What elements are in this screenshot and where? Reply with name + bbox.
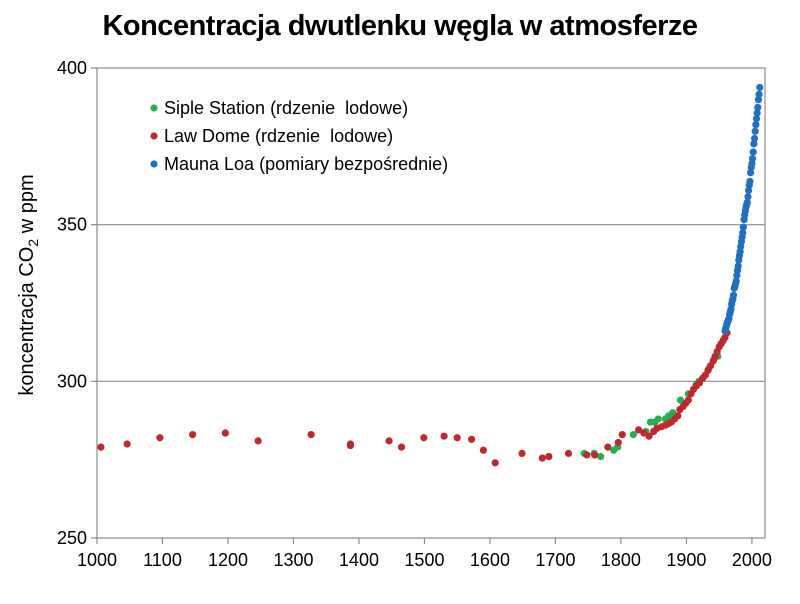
y-tick-label-300: 300 xyxy=(57,371,87,391)
data-point-s2-27 xyxy=(635,426,643,434)
data-point-s3-52 xyxy=(754,96,763,104)
data-point-s2-23 xyxy=(591,451,599,459)
data-point-s2-15 xyxy=(468,435,476,443)
data-point-s2-17 xyxy=(491,459,499,467)
data-point-s2-25 xyxy=(614,438,622,447)
data-point-s3-50 xyxy=(753,109,761,117)
data-point-s3-40 xyxy=(746,169,755,177)
y-tick-label-250: 250 xyxy=(57,528,87,548)
data-point-s1-3 xyxy=(597,452,605,461)
data-point-s2-41 xyxy=(684,396,692,404)
x-tick-label-1200: 1200 xyxy=(208,550,248,570)
x-tick-label-1900: 1900 xyxy=(666,550,706,570)
data-point-s2-28 xyxy=(640,429,648,437)
data-point-s3-53 xyxy=(755,90,763,98)
data-point-s3-18 xyxy=(732,277,740,285)
data-point-s1-10 xyxy=(654,415,662,423)
legend-marker-3 xyxy=(150,160,158,168)
x-tick-label-1400: 1400 xyxy=(339,550,379,570)
data-point-s3-44 xyxy=(749,148,757,156)
data-point-s2-4 xyxy=(189,431,197,439)
y-axis-label: koncentracja CO2 w ppm xyxy=(16,174,41,395)
plot-border xyxy=(96,67,766,539)
data-point-s1-14 xyxy=(676,396,685,404)
data-point-s3-48 xyxy=(752,121,760,129)
data-point-s2-24 xyxy=(604,443,612,451)
data-point-s2-26 xyxy=(618,431,626,439)
series-2 xyxy=(97,329,731,467)
data-point-s3-29 xyxy=(739,223,747,231)
y-tick-label-350: 350 xyxy=(57,215,87,235)
data-point-s2-20 xyxy=(545,452,553,461)
data-point-s3-14 xyxy=(729,291,738,299)
legend-label-1: Siple Station (rdzenie lodowe) xyxy=(164,98,408,118)
data-point-s2-14 xyxy=(453,434,461,442)
data-point-s3-49 xyxy=(752,115,761,123)
data-point-s3-51 xyxy=(754,103,762,112)
data-point-s3-21 xyxy=(734,262,742,270)
chart-title: Koncentracja dwutlenku węgla w atmosferz… xyxy=(102,10,698,42)
data-point-s2-16 xyxy=(479,446,487,454)
data-point-s2-21 xyxy=(564,449,573,457)
legend-label-2: Law Dome (rdzenie lodowe) xyxy=(164,126,393,146)
data-point-s1-6 xyxy=(629,431,637,439)
data-point-s2-6 xyxy=(254,437,262,445)
x-tick-label-1600: 1600 xyxy=(470,550,510,570)
data-point-s2-13 xyxy=(440,432,448,440)
y-axis-label-suffix: w ppm xyxy=(16,174,38,238)
data-point-s3-36 xyxy=(744,193,752,201)
data-point-s3-39 xyxy=(746,177,754,186)
data-point-s2-1 xyxy=(97,443,105,451)
data-point-s2-12 xyxy=(420,434,428,442)
data-point-s2-9 xyxy=(346,441,355,450)
legend-marker-2 xyxy=(150,132,158,140)
data-point-s2-22 xyxy=(583,451,591,459)
series-3 xyxy=(721,83,764,335)
data-point-s3-35 xyxy=(743,198,751,207)
data-point-s3-45 xyxy=(750,140,758,148)
data-point-s2-19 xyxy=(538,454,546,462)
legend-marker-1 xyxy=(150,104,158,112)
x-tick-label-2000: 2000 xyxy=(732,550,772,570)
y-axis-label-prefix: koncentracja CO xyxy=(16,247,38,396)
data-points xyxy=(97,83,764,467)
data-point-s2-2 xyxy=(123,440,131,448)
x-tick-label-1500: 1500 xyxy=(404,550,444,570)
data-point-s2-10 xyxy=(385,437,393,445)
data-point-s2-7 xyxy=(307,431,315,439)
data-point-s2-5 xyxy=(221,429,229,437)
plot-area xyxy=(96,67,766,539)
data-point-s3-46 xyxy=(750,134,759,143)
data-point-s1-13 xyxy=(669,409,677,417)
x-tick-label-1800: 1800 xyxy=(601,550,641,570)
data-point-s3-54 xyxy=(756,83,764,92)
data-point-s3-28 xyxy=(739,229,747,237)
x-tick-label-1300: 1300 xyxy=(273,550,313,570)
y-axis-label-subscript: 2 xyxy=(25,239,41,247)
x-tick-label-1000: 1000 xyxy=(77,550,117,570)
data-point-s2-29 xyxy=(645,432,653,440)
legend-label-3: Mauna Loa (pomiary bezpośrednie) xyxy=(164,154,448,174)
data-point-s3-43 xyxy=(748,154,757,163)
legend: Siple Station (rdzenie lodowe) Law Dome (… xyxy=(150,98,448,174)
data-point-s2-3 xyxy=(156,434,164,442)
y-axis-tick-labels: 250 300 350 400 xyxy=(57,58,97,548)
data-point-s3-47 xyxy=(751,127,759,135)
gridlines xyxy=(97,224,765,382)
x-tick-label-1700: 1700 xyxy=(535,550,575,570)
data-point-s2-37 xyxy=(674,412,682,420)
data-point-s2-18 xyxy=(518,449,526,457)
x-axis-tick-labels: 1000 1100 1200 1300 1400 1500 1600 1700 1800 1900… xyxy=(77,538,772,570)
data-point-s3-37 xyxy=(745,186,753,195)
x-tick-label-1100: 1100 xyxy=(143,550,182,570)
y-tick-label-400: 400 xyxy=(57,58,87,78)
data-point-s2-11 xyxy=(397,443,406,451)
